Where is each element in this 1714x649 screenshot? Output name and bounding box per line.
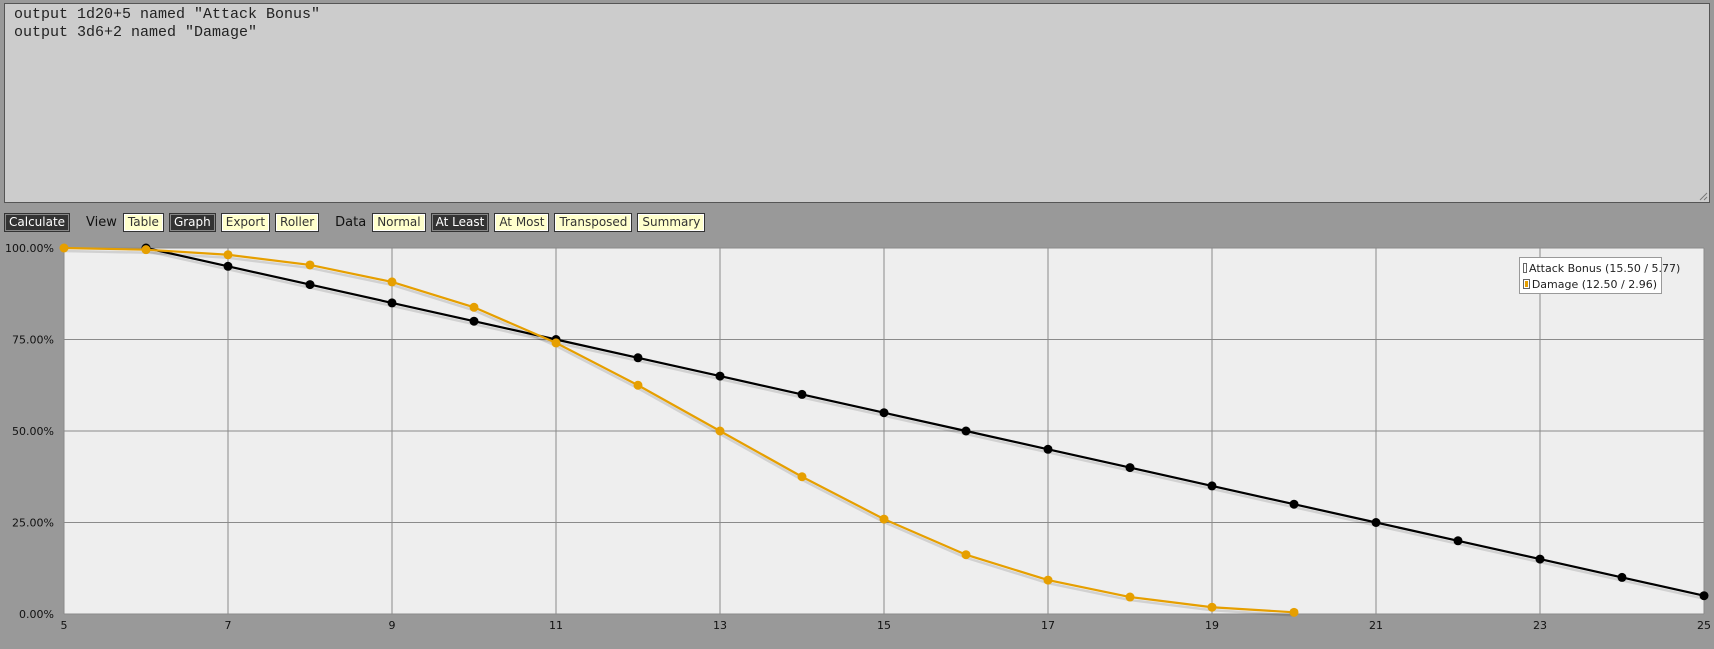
data-point-attack-bonus xyxy=(1699,591,1709,601)
view-export-button[interactable]: Export xyxy=(220,212,271,232)
graph-chart: 5 7 9 11 13 15 17 19 21 23 25 0.00% 25.00% 50.00% 75.0… xyxy=(5,242,1711,632)
data-point-attack-bonus xyxy=(879,408,889,418)
view-graph-button[interactable]: Graph xyxy=(168,212,216,232)
data-point-attack-bonus xyxy=(1125,463,1135,473)
data-point-attack-bonus xyxy=(1371,518,1381,527)
x-tick-label: 25 xyxy=(1697,619,1711,632)
data-point-damage xyxy=(551,338,561,348)
data-point-attack-bonus xyxy=(1453,536,1463,546)
data-point-damage xyxy=(961,550,971,560)
data-point-attack-bonus xyxy=(1617,572,1627,582)
y-tick-label: 100.00% xyxy=(5,242,54,255)
legend-label-attack-bonus: Attack Bonus (15.50 / 5.77) xyxy=(1529,261,1681,275)
toolbar: Calculate View Table Graph Export Roller… xyxy=(4,212,710,232)
x-tick-label: 19 xyxy=(1205,619,1219,632)
data-point-damage xyxy=(387,277,397,287)
data-point-damage xyxy=(879,514,889,524)
x-tick-label: 17 xyxy=(1041,619,1055,632)
view-label: View xyxy=(86,214,117,230)
data-point-damage xyxy=(1207,602,1217,612)
data-point-attack-bonus xyxy=(387,298,397,308)
view-roller-button[interactable]: Roller xyxy=(275,212,320,232)
data-point-damage xyxy=(305,260,315,270)
data-point-damage xyxy=(59,243,69,253)
data-label: Data xyxy=(335,214,367,230)
legend-item-attack-bonus: Attack Bonus (15.50 / 5.77) xyxy=(1523,260,1680,276)
x-tick-label: 5 xyxy=(61,619,68,632)
x-tick-label: 13 xyxy=(713,619,727,632)
data-point-damage xyxy=(1043,575,1053,585)
code-text: output 1d20+5 named "Attack Bonus" outpu… xyxy=(14,6,321,41)
data-at-least-button[interactable]: At Least xyxy=(430,212,490,232)
data-point-attack-bonus xyxy=(1043,444,1053,454)
legend-swatch-attack-bonus xyxy=(1523,263,1527,273)
y-tick-label: 50.00% xyxy=(12,425,54,438)
data-point-damage xyxy=(633,380,643,390)
series-shadow-attack-bonus xyxy=(145,249,1705,600)
legend-swatch-damage xyxy=(1523,279,1530,289)
data-point-attack-bonus xyxy=(469,316,479,326)
data-transposed-button[interactable]: Transposed xyxy=(554,212,633,232)
x-tick-label: 21 xyxy=(1369,619,1383,632)
x-tick-label: 15 xyxy=(877,619,891,632)
legend-item-damage: Damage (12.50 / 2.96) xyxy=(1523,276,1657,292)
data-normal-button[interactable]: Normal xyxy=(372,212,426,232)
legend-label-damage: Damage (12.50 / 2.96) xyxy=(1531,277,1657,291)
x-tick-label: 11 xyxy=(549,619,563,632)
data-point-damage xyxy=(141,245,151,255)
resize-grip-icon[interactable] xyxy=(1698,191,1708,201)
data-point-attack-bonus xyxy=(715,371,725,381)
data-point-attack-bonus xyxy=(305,280,315,290)
calculate-button[interactable]: Calculate xyxy=(4,212,71,232)
data-point-attack-bonus xyxy=(797,389,807,399)
data-point-attack-bonus xyxy=(1289,499,1299,509)
y-tick-label: 25.00% xyxy=(12,517,54,530)
data-point-attack-bonus xyxy=(961,426,971,436)
data-point-damage xyxy=(797,472,807,482)
view-table-button[interactable]: Table xyxy=(122,212,164,232)
series-line-attack-bonus xyxy=(145,246,1705,597)
data-point-attack-bonus xyxy=(1207,481,1217,491)
y-tick-label: 75.00% xyxy=(12,334,54,347)
chart-area: 5 7 9 11 13 15 17 19 21 23 25 0.00% 25.00% 50.00% 75.0… xyxy=(0,238,1714,649)
data-point-attack-bonus xyxy=(633,353,643,363)
x-tick-label: 9 xyxy=(389,619,396,632)
data-point-damage xyxy=(223,250,233,260)
code-editor[interactable]: output 1d20+5 named "Attack Bonus" outpu… xyxy=(4,3,1710,203)
data-point-damage xyxy=(1125,592,1135,602)
data-point-damage xyxy=(469,302,479,312)
data-point-attack-bonus xyxy=(223,261,233,271)
series-shadow-damage xyxy=(63,249,1295,617)
data-point-attack-bonus xyxy=(1535,554,1545,564)
chart-legend: Attack Bonus (15.50 / 5.77) Damage (12.5… xyxy=(1519,257,1680,294)
x-tick-label: 7 xyxy=(225,619,232,632)
series-line-damage xyxy=(63,246,1295,614)
data-point-damage xyxy=(715,426,725,436)
x-tick-label: 23 xyxy=(1533,619,1547,632)
y-tick-label: 0.00% xyxy=(19,608,54,621)
data-summary-button[interactable]: Summary xyxy=(637,212,706,232)
data-at-most-button[interactable]: At Most xyxy=(494,212,550,232)
data-point-damage xyxy=(1289,607,1299,617)
